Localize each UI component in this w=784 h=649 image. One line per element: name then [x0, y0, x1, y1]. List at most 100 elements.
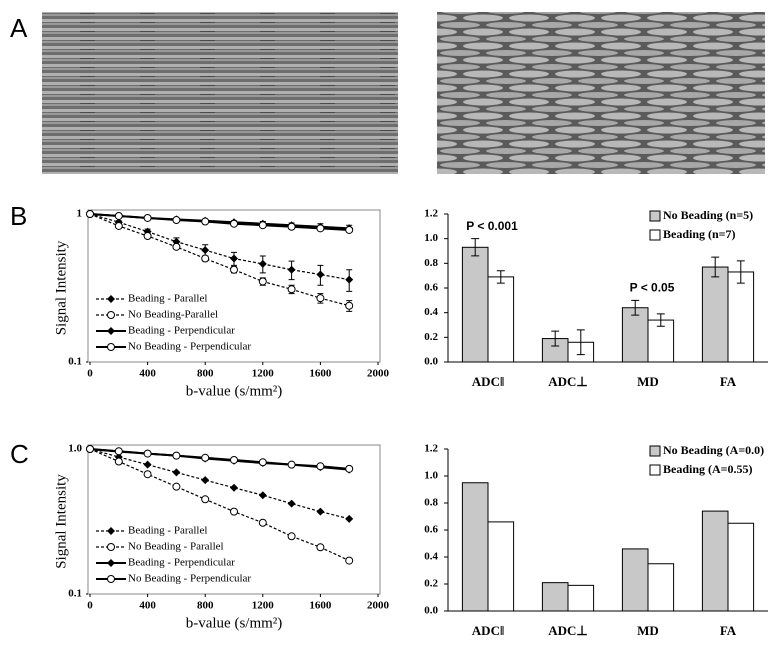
legend-label: No Beading - Perpendicular: [128, 341, 251, 353]
bar: [462, 483, 488, 611]
y-tick-label: 0.0: [424, 356, 438, 368]
x-tick-label: 800: [197, 368, 214, 380]
marker: [259, 278, 266, 285]
y-tick-label: 0.4: [424, 551, 438, 563]
x-tick-label: ADC‖: [472, 374, 504, 389]
x-tick-label: 800: [197, 600, 214, 612]
marker: [288, 533, 295, 540]
x-tick-label: MD: [637, 623, 659, 638]
y-axis-title: Signal Intensity: [53, 240, 69, 335]
x-tick-label: MD: [637, 374, 659, 389]
legend-label: Beading - Perpendicular: [128, 557, 235, 569]
marker: [316, 508, 324, 516]
marker: [201, 246, 209, 254]
x-tick-label: ADC⊥: [548, 374, 588, 389]
marker: [173, 243, 180, 250]
bar: [728, 272, 754, 362]
marker: [288, 223, 295, 230]
plot-frame: [88, 210, 380, 362]
y-tick-label: 0.0: [424, 605, 438, 617]
x-tick-label: ADC‖: [472, 623, 504, 638]
x-axis-title: b-value (s/mm²): [186, 383, 283, 399]
marker: [317, 225, 324, 232]
bar: [488, 522, 514, 611]
marker: [230, 484, 238, 492]
bar: [568, 585, 594, 611]
marker: [345, 515, 353, 523]
annotation: P < 0.001: [466, 219, 518, 233]
legend-label: No Beading-Parallel: [128, 309, 218, 321]
marker: [346, 226, 353, 233]
marker: [115, 458, 122, 465]
series-line: [90, 214, 349, 280]
bar: [622, 308, 648, 362]
legend-swatch: [650, 465, 660, 475]
legend-label: No Beading - Perpendicular: [128, 573, 251, 585]
marker: [144, 214, 151, 221]
legend-marker: [108, 576, 115, 583]
x-tick-label: 2000: [367, 600, 390, 612]
marker: [115, 212, 122, 219]
legend-label: No Beading (A=0.0): [663, 443, 764, 457]
y-tick-label: 1.2: [424, 443, 438, 455]
y-tick-label: 0.4: [424, 306, 438, 318]
y-tick-label: 0.2: [424, 331, 438, 343]
y-tick-label: 1.0: [424, 232, 438, 244]
bar: [702, 511, 728, 611]
panel-label: A: [10, 13, 28, 43]
y-tick-label: 0.6: [424, 524, 438, 536]
marker: [87, 211, 94, 218]
marker: [144, 471, 151, 478]
marker: [202, 454, 209, 461]
y-tick-label: 1: [77, 208, 83, 220]
micrograph-straight: [42, 12, 398, 174]
y-axis-title: Signal Intensity: [53, 474, 69, 569]
y-tick-label: 0.1: [68, 356, 82, 368]
marker: [202, 496, 209, 503]
legend-label: No Beading - Parallel: [128, 541, 224, 553]
marker: [173, 483, 180, 490]
x-tick-label: FA: [720, 374, 737, 389]
marker: [144, 461, 152, 469]
legend-label: No Beading (n=5): [663, 208, 753, 222]
x-tick-label: FA: [720, 623, 737, 638]
legend-label: Beading - Perpendicular: [128, 325, 235, 337]
marker: [202, 255, 209, 262]
y-tick-label: 1.2: [424, 208, 438, 220]
marker: [317, 295, 324, 302]
legend-swatch: [650, 446, 660, 456]
legend-marker: [108, 312, 115, 319]
marker: [231, 266, 238, 273]
x-tick-label: 0: [87, 368, 93, 380]
y-tick-label: 0.6: [424, 282, 438, 294]
marker: [288, 266, 296, 274]
marker: [317, 544, 324, 551]
legend-marker: [108, 544, 115, 551]
marker: [231, 220, 238, 227]
marker: [288, 286, 295, 293]
y-tick-label: 1.0: [424, 470, 438, 482]
panel-label: B: [10, 201, 27, 231]
bar: [622, 549, 648, 611]
y-tick-label: 0.8: [424, 497, 438, 509]
bar: [648, 564, 674, 611]
bar: [702, 267, 728, 362]
legend-marker: [107, 559, 115, 567]
legend-marker: [107, 295, 115, 303]
series-line: [90, 214, 349, 230]
marker: [172, 468, 180, 476]
legend-label: Beading - Parallel: [128, 525, 207, 537]
marker: [259, 260, 267, 268]
marker: [316, 271, 324, 279]
marker: [173, 452, 180, 459]
marker: [346, 557, 353, 564]
bar: [488, 277, 514, 362]
annotation: P < 0.05: [630, 281, 675, 295]
marker: [259, 519, 266, 526]
y-tick-label: 0.2: [424, 578, 438, 590]
y-tick-label: 1.0: [68, 443, 82, 455]
legend-swatch: [650, 230, 660, 240]
y-tick-label: 0.8: [424, 257, 438, 269]
marker: [202, 218, 209, 225]
marker: [317, 463, 324, 470]
